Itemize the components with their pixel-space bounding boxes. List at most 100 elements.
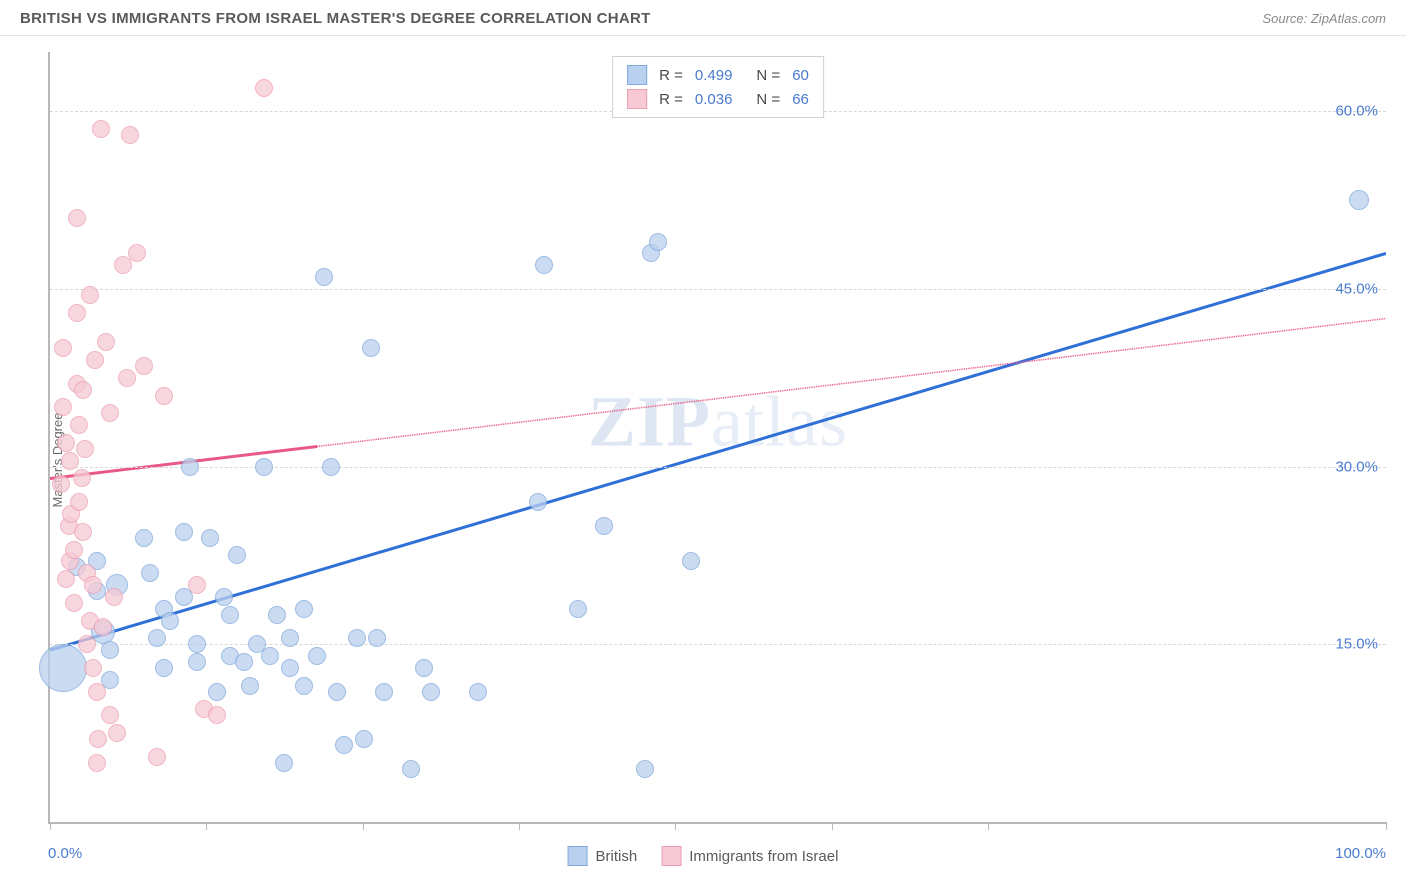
data-point (92, 120, 110, 138)
plot-region: ZIPatlas R = 0.499N = 60R = 0.036N = 66 … (48, 52, 1386, 824)
data-point (636, 760, 654, 778)
data-point (335, 736, 353, 754)
data-point (74, 381, 92, 399)
data-point (682, 552, 700, 570)
data-point (375, 683, 393, 701)
stat-n-label: N = (756, 91, 780, 108)
data-point (135, 529, 153, 547)
data-point (74, 523, 92, 541)
legend-swatch (661, 846, 681, 866)
x-tick (832, 822, 833, 830)
data-point (65, 541, 83, 559)
legend-bottom: British Immigrants from Israel (568, 846, 839, 866)
legend-item: Immigrants from Israel (661, 846, 838, 866)
chart-source: Source: ZipAtlas.com (1262, 11, 1386, 26)
data-point (188, 653, 206, 671)
data-point (118, 369, 136, 387)
legend-stats-row: R = 0.036N = 66 (627, 87, 809, 111)
data-point (105, 588, 123, 606)
data-point (94, 618, 112, 636)
data-point (261, 647, 279, 665)
data-point (221, 606, 239, 624)
data-point (70, 493, 88, 511)
watermark-bold: ZIP (588, 381, 711, 461)
stat-n-value: 66 (792, 91, 809, 108)
data-point (89, 730, 107, 748)
x-tick (363, 822, 364, 830)
data-point (402, 760, 420, 778)
data-point (70, 416, 88, 434)
data-point (415, 659, 433, 677)
data-point (57, 570, 75, 588)
x-axis-label-min: 0.0% (48, 845, 82, 862)
chart-area: Master's Degree 0.0% 100.0% ZIPatlas R =… (0, 36, 1406, 884)
stat-r-value: 0.499 (695, 67, 733, 84)
data-point (101, 404, 119, 422)
legend-swatch (627, 89, 647, 109)
data-point (228, 546, 246, 564)
data-point (76, 440, 94, 458)
legend-item: British (568, 846, 638, 866)
data-point (348, 629, 366, 647)
legend-swatch (627, 65, 647, 85)
data-point (141, 564, 159, 582)
data-point (208, 706, 226, 724)
y-tick-label: 45.0% (1335, 280, 1378, 297)
data-point (78, 635, 96, 653)
chart-header: BRITISH VS IMMIGRANTS FROM ISRAEL MASTER… (0, 0, 1406, 36)
data-point (241, 677, 259, 695)
data-point (68, 304, 86, 322)
data-point (86, 351, 104, 369)
data-point (281, 629, 299, 647)
data-point (84, 659, 102, 677)
x-tick (1386, 822, 1387, 830)
x-tick (675, 822, 676, 830)
data-point (355, 730, 373, 748)
data-point (97, 333, 115, 351)
y-tick-label: 30.0% (1335, 458, 1378, 475)
watermark-light: atlas (711, 381, 848, 461)
data-point (322, 458, 340, 476)
data-point (188, 635, 206, 653)
trendline-dashed (317, 319, 1386, 447)
data-point (569, 600, 587, 618)
legend-label: Immigrants from Israel (689, 848, 838, 865)
data-point (108, 724, 126, 742)
data-point (148, 629, 166, 647)
data-point (595, 517, 613, 535)
data-point (57, 434, 75, 452)
data-point (295, 677, 313, 695)
data-point (88, 683, 106, 701)
data-point (54, 398, 72, 416)
data-point (181, 458, 199, 476)
data-point (295, 600, 313, 618)
data-point (68, 209, 86, 227)
data-point (73, 469, 91, 487)
data-point (529, 493, 547, 511)
data-point (315, 268, 333, 286)
stat-n-value: 60 (792, 67, 809, 84)
data-point (121, 126, 139, 144)
data-point (535, 256, 553, 274)
stat-r-label: R = (659, 67, 683, 84)
data-point (101, 706, 119, 724)
data-point (308, 647, 326, 665)
legend-stats-box: R = 0.499 N = 60 R = 0.036N = 66 (612, 56, 824, 118)
data-point (155, 387, 173, 405)
data-point (175, 523, 193, 541)
x-tick (519, 822, 520, 830)
x-tick (206, 822, 207, 830)
data-point (328, 683, 346, 701)
data-point (81, 286, 99, 304)
data-point (469, 683, 487, 701)
data-point (101, 641, 119, 659)
data-point (201, 529, 219, 547)
data-point (148, 748, 166, 766)
x-axis-label-max: 100.0% (1335, 845, 1386, 862)
data-point (54, 339, 72, 357)
data-point (208, 683, 226, 701)
data-point (255, 79, 273, 97)
data-point (84, 576, 102, 594)
data-point (235, 653, 253, 671)
data-point (188, 576, 206, 594)
